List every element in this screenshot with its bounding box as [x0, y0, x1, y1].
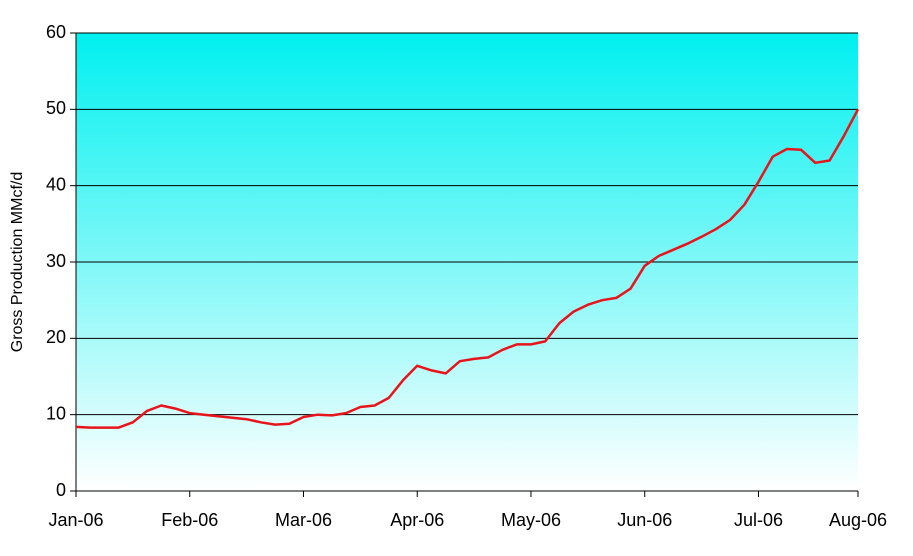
line-series	[75, 108, 860, 429]
x-tick-label: Aug-06	[829, 510, 887, 530]
y-axis-title: Gross Production MMcf/d	[9, 172, 26, 353]
x-tick-label: Jan-06	[48, 510, 103, 530]
y-tick-label: 50	[46, 98, 66, 118]
x-tick-label: Feb-06	[161, 510, 218, 530]
y-tick-label: 60	[46, 22, 66, 42]
x-tick-label: Mar-06	[275, 510, 332, 530]
x-tick-label: Jun-06	[617, 510, 672, 530]
y-tick-label: 40	[46, 174, 66, 194]
x-tick-label: May-06	[501, 510, 561, 530]
y-tick-label: 0	[56, 480, 66, 500]
x-tick-label: Jul-06	[734, 510, 783, 530]
x-tick-label: Apr-06	[390, 510, 444, 530]
y-tick-label: 30	[46, 251, 66, 271]
y-tick-label: 10	[46, 403, 66, 423]
y-tick-label: 20	[46, 327, 66, 347]
